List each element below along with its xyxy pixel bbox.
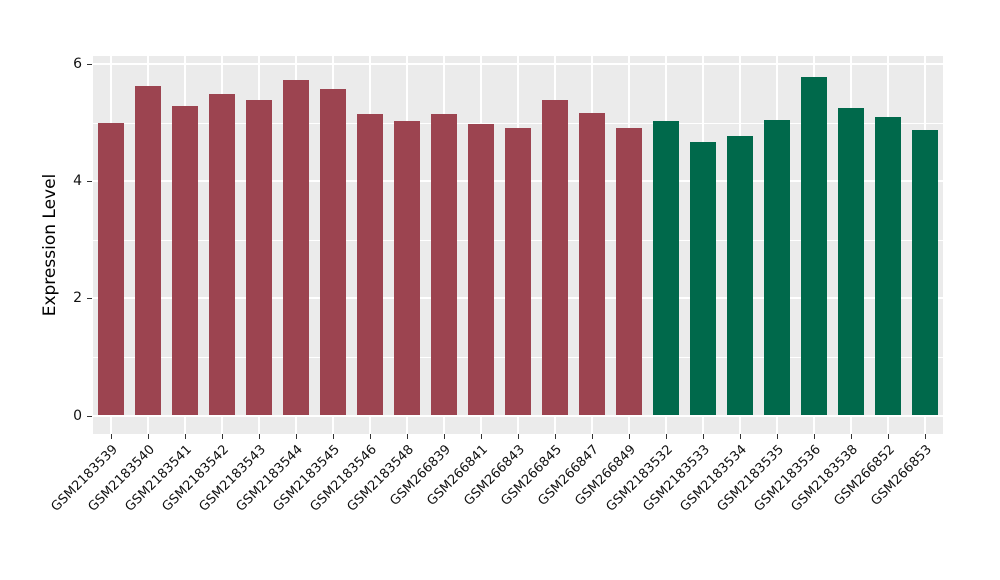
y-tick-label: 2	[73, 290, 82, 307]
x-tick	[148, 434, 150, 439]
x-tick	[628, 434, 630, 439]
bar	[837, 108, 864, 416]
bar	[431, 113, 458, 416]
x-tick	[850, 434, 852, 439]
bar	[800, 76, 827, 416]
bar	[468, 124, 495, 416]
y-tick	[87, 181, 92, 183]
y-tick	[87, 298, 92, 300]
bar	[541, 100, 568, 416]
x-tick	[518, 434, 519, 439]
bar	[874, 117, 901, 416]
x-tick	[259, 434, 261, 439]
bar	[135, 85, 162, 416]
x-tick	[444, 434, 446, 439]
x-tick	[924, 434, 926, 439]
x-tick	[111, 434, 113, 439]
x-tick	[185, 434, 187, 439]
y-tick-label: 4	[73, 173, 82, 190]
x-tick	[407, 434, 409, 439]
bar	[689, 142, 716, 416]
bar	[246, 100, 273, 416]
y-tick-label: 6	[73, 55, 82, 72]
y-tick	[87, 415, 92, 417]
x-tick	[813, 434, 815, 439]
x-tick	[370, 434, 372, 439]
bar	[763, 120, 790, 416]
bar	[209, 93, 236, 416]
bar	[578, 112, 605, 416]
x-tick	[887, 434, 889, 439]
bar	[652, 121, 679, 416]
bar	[172, 105, 199, 416]
x-tick	[591, 434, 593, 439]
x-tick	[665, 434, 667, 439]
x-tick	[739, 434, 741, 439]
x-tick	[702, 434, 704, 439]
plot-panel	[93, 56, 943, 434]
bar	[283, 79, 310, 416]
bar	[615, 128, 642, 416]
bar	[320, 89, 347, 416]
bar	[394, 120, 421, 416]
bar	[911, 130, 938, 416]
bar	[357, 113, 384, 416]
x-tick	[333, 434, 335, 439]
bar	[726, 135, 753, 416]
x-tick	[481, 434, 483, 439]
bar	[98, 123, 125, 416]
x-tick	[222, 434, 224, 439]
x-tick	[554, 434, 556, 439]
y-tick-label: 0	[73, 407, 82, 424]
bar	[505, 128, 531, 416]
x-tick-label: GSM2183539	[48, 442, 122, 515]
x-tick	[296, 434, 298, 439]
y-tick	[87, 63, 92, 65]
x-tick	[776, 434, 778, 439]
